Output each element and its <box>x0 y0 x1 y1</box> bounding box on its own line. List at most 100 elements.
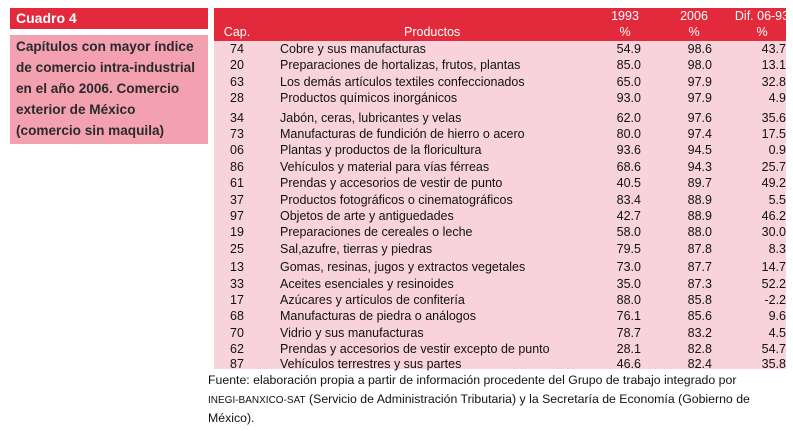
header-dif: Dif. 06-93 <box>734 9 790 23</box>
footnote-text: (Servicio de Administración Tributaria) … <box>305 392 750 406</box>
cell-dif: 25.7 <box>761 159 786 174</box>
table-row: 62 Prendas y accesorios de vestir except… <box>214 341 786 357</box>
caption-line: (comercio sin maquila) <box>16 123 165 138</box>
footnote-org: INEGI-BANXICO-SAT <box>208 395 306 406</box>
table-title: Cuadro 4 <box>16 10 77 26</box>
header-2006: 2006 <box>680 9 708 23</box>
cell-product: Vehículos terrestres y sus partes <box>280 356 462 371</box>
table-row: 19 Preparaciones de cereales o leche 58.… <box>214 224 786 240</box>
cell-product: Sal,azufre, tierras y piedras <box>280 241 433 256</box>
cell-cap: 86 <box>230 159 244 174</box>
cell-2006: 97.6 <box>687 110 712 125</box>
cell-2006: 87.7 <box>687 260 712 275</box>
cell-2006: 87.3 <box>687 276 712 291</box>
header-pct-1993: % <box>619 25 631 39</box>
cell-product: Vehículos y material para vías férreas <box>280 159 490 174</box>
header-cap: Cap. <box>223 25 251 39</box>
cell-dif: 43.7 <box>761 42 786 56</box>
caption-line: de comercio intra-industrial <box>16 60 196 75</box>
cell-1993: 62.0 <box>616 110 641 125</box>
cell-cap: 33 <box>230 276 244 291</box>
cell-dif: 30.0 <box>761 225 786 240</box>
cell-dif: 13.1 <box>761 58 786 73</box>
table-row: 13 Gomas, resinas, jugos y extractos veg… <box>214 259 786 275</box>
cell-dif: 0.9 <box>768 143 786 158</box>
cell-cap: 87 <box>230 356 244 371</box>
table-row: 17 Azúcares y artículos de confitería 88… <box>214 292 786 308</box>
cell-dif: 4.5 <box>768 325 786 340</box>
cell-dif: 14.7 <box>761 260 786 275</box>
cell-1993: 46.6 <box>616 356 641 371</box>
table-row: 73 Manufacturas de fundición de hierro o… <box>214 126 786 142</box>
cell-product: Preparaciones de cereales o leche <box>280 225 473 240</box>
cell-product: Manufacturas de fundición de hierro o ac… <box>280 127 525 141</box>
cell-product: Productos químicos inorgánicos <box>280 91 458 106</box>
cell-cap: 74 <box>230 42 244 56</box>
table-row: 87 Vehículos terrestres y sus partes 46.… <box>214 356 786 372</box>
cell-dif: 49.2 <box>761 176 786 191</box>
table-body: 74 Cobre y sus manufacturas 54.9 98.6 43… <box>214 41 786 372</box>
cell-2006: 87.8 <box>687 241 712 256</box>
cell-1993: 65.0 <box>616 74 641 89</box>
cell-2006: 97.9 <box>687 74 712 89</box>
table-row: 97 Objetos de arte y antiguedades 42.7 8… <box>214 208 786 224</box>
cell-2006: 82.4 <box>687 356 712 371</box>
cell-2006: 85.6 <box>687 309 712 324</box>
cell-dif: 54.7 <box>761 342 786 357</box>
cell-dif: 4.9 <box>768 91 786 106</box>
cell-product: Preparaciones de hortalizas, frutos, pla… <box>280 58 521 73</box>
caption-line: exterior de México <box>16 102 136 117</box>
cell-1993: 40.5 <box>616 176 641 191</box>
cell-1993: 73.0 <box>616 260 641 275</box>
cell-2006: 88.0 <box>687 225 712 240</box>
table-row: 63 Los demás artículos textiles confecci… <box>214 74 786 90</box>
header-1993: 1993 <box>611 9 639 23</box>
cell-cap: 73 <box>230 127 244 141</box>
table-row: 34 Jabón, ceras, lubricantes y velas 62.… <box>214 110 786 126</box>
cell-cap: 20 <box>230 58 244 73</box>
header-pct-2006: % <box>688 25 700 39</box>
cell-cap: 19 <box>230 225 244 240</box>
cell-product: Productos fotográficos o cinematográfico… <box>280 192 513 207</box>
cell-cap: 37 <box>230 192 244 207</box>
cell-1993: 80.0 <box>616 127 641 141</box>
cell-dif: 35.8 <box>761 356 786 371</box>
cell-2006: 94.3 <box>687 159 712 174</box>
cell-2006: 82.8 <box>687 342 712 357</box>
cell-product: Aceites esenciales y resinoides <box>280 276 454 291</box>
cell-dif: -2.2 <box>764 293 786 307</box>
cell-cap: 68 <box>230 309 244 324</box>
cell-cap: 70 <box>230 325 244 340</box>
cell-product: Manufacturas de piedra o análogos <box>280 309 476 324</box>
cell-product: Jabón, ceras, lubricantes y velas <box>280 110 462 125</box>
cell-dif: 8.3 <box>768 241 786 256</box>
cell-cap: 34 <box>230 110 244 125</box>
cell-cap: 13 <box>230 260 244 275</box>
table-row: 06 Plantas y productos de la floricultur… <box>214 142 786 158</box>
cell-product: Gomas, resinas, jugos y extractos vegeta… <box>280 260 526 275</box>
cell-cap: 63 <box>230 74 244 89</box>
cell-1993: 78.7 <box>616 325 641 340</box>
cell-1993: 28.1 <box>616 342 641 357</box>
cell-product: Plantas y productos de la floricultura <box>280 143 482 158</box>
cell-dif: 32.8 <box>761 74 786 89</box>
cell-1993: 58.0 <box>616 225 641 240</box>
cell-cap: 97 <box>230 209 244 223</box>
caption-box: Capítulos con mayor índice de comercio i… <box>10 35 208 144</box>
cell-1993: 83.4 <box>616 192 641 207</box>
table-header: 1993 2006 Dif. 06-93 Cap. Productos % % … <box>214 8 789 41</box>
cell-2006: 89.7 <box>687 176 712 191</box>
table-row: 86 Vehículos y material para vías férrea… <box>214 159 786 175</box>
footnote-line: México). <box>208 411 255 425</box>
table-row: 37 Productos fotográficos o cinematográf… <box>214 192 786 208</box>
cell-dif: 52.2 <box>761 276 786 291</box>
cell-cap: 17 <box>230 293 244 307</box>
caption-line: Capítulos con mayor índice <box>16 39 194 54</box>
cell-dif: 46.2 <box>761 209 786 223</box>
cell-cap: 06 <box>230 143 244 158</box>
cell-dif: 17.5 <box>761 127 786 141</box>
cell-2006: 98.6 <box>687 42 712 56</box>
cell-1993: 93.0 <box>616 91 641 106</box>
cell-cap: 25 <box>230 241 244 256</box>
cell-2006: 83.2 <box>687 325 712 340</box>
